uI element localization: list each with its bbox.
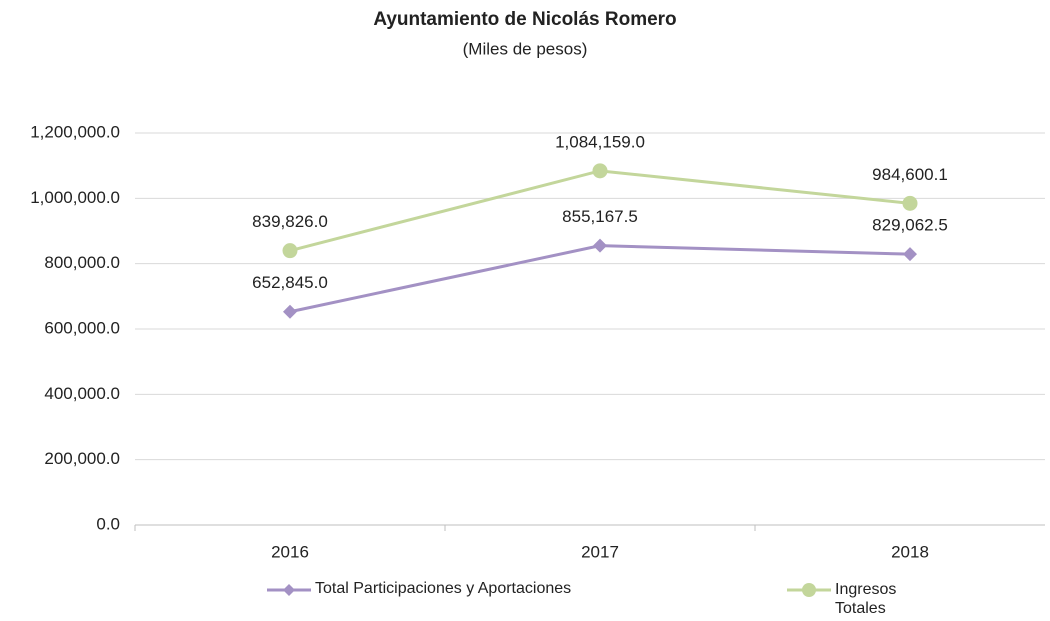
legend-label: Total Participaciones y Aportaciones xyxy=(315,580,572,597)
legend-label: Ingresos Totales xyxy=(835,581,897,617)
data-label: 839,826.0 xyxy=(252,212,328,231)
marker xyxy=(902,195,918,211)
y-tick-label: 800,000.0 xyxy=(44,253,120,272)
marker xyxy=(903,247,917,262)
data-label: 1,084,159.0 xyxy=(555,132,645,151)
x-tick-label: 2018 xyxy=(891,542,929,561)
y-tick-label: 0.0 xyxy=(96,514,120,533)
data-label: 652,845.0 xyxy=(252,273,328,292)
y-tick-label: 1,000,000.0 xyxy=(30,188,120,207)
x-tick-label: 2017 xyxy=(581,542,619,561)
legend-entry: Ingresos Totales xyxy=(785,580,925,618)
y-tick-label: 1,200,000.0 xyxy=(30,122,120,141)
y-tick-label: 400,000.0 xyxy=(44,384,120,403)
data-label: 829,062.5 xyxy=(872,216,948,235)
y-tick-label: 200,000.0 xyxy=(44,449,120,468)
chart-title: Ayuntamiento de Nicolás Romero xyxy=(373,9,676,30)
legend-swatch xyxy=(267,584,311,596)
data-label: 855,167.5 xyxy=(562,207,638,226)
y-tick-label: 600,000.0 xyxy=(44,318,120,337)
marker xyxy=(592,163,608,179)
marker xyxy=(593,238,607,253)
x-tick-label: 2016 xyxy=(271,542,309,561)
marker xyxy=(283,304,297,319)
chart-subtitle: (Miles de pesos) xyxy=(463,39,588,58)
data-label: 984,600.1 xyxy=(872,165,948,184)
marker xyxy=(282,243,298,259)
legend-swatch xyxy=(787,583,831,597)
series-line xyxy=(289,244,911,314)
legend-entry: Total Participaciones y Aportaciones xyxy=(265,580,571,600)
